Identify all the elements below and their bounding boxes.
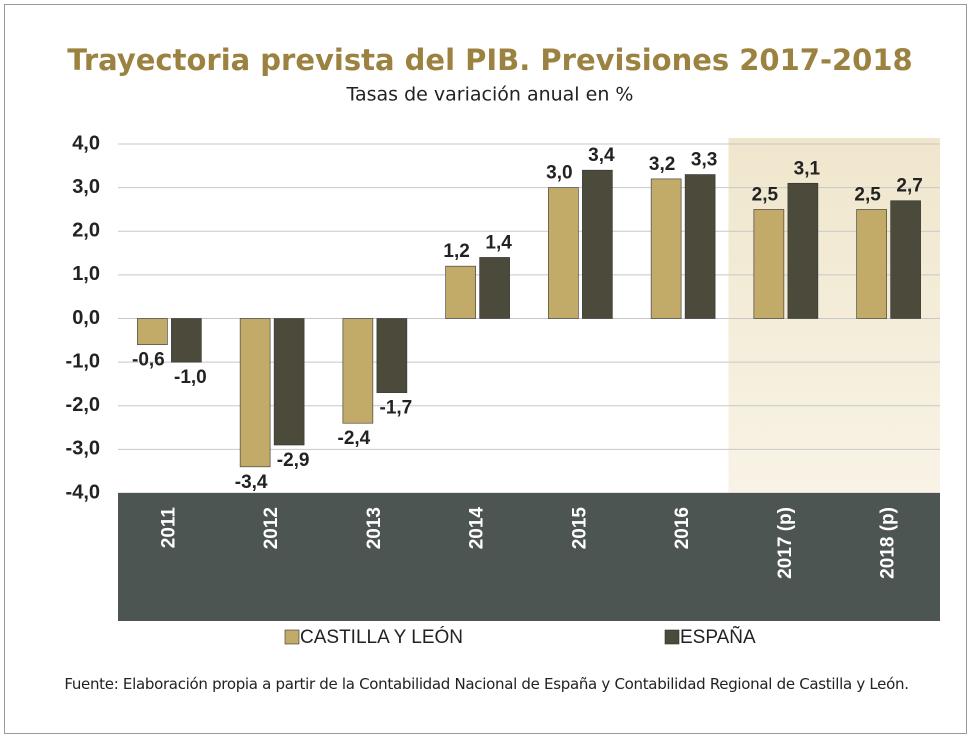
bar xyxy=(582,169,613,319)
bar xyxy=(684,174,716,319)
y-tick-label: 3,0 xyxy=(72,176,100,198)
bar xyxy=(273,318,305,446)
x-tick-label: 2012 xyxy=(261,507,282,549)
value-label: 3,2 xyxy=(649,154,675,175)
value-label: 1,4 xyxy=(485,232,512,253)
source-note: Fuente: Elaboración propia a partir de l… xyxy=(64,675,909,693)
bar xyxy=(137,318,168,345)
bar xyxy=(376,318,408,393)
y-tick-label: -1,0 xyxy=(66,350,100,372)
value-label: -0,6 xyxy=(132,350,165,371)
legend-label: ESPAÑA xyxy=(680,626,756,648)
x-tick-label: 2018 (p) xyxy=(878,507,899,579)
value-label: 2,5 xyxy=(752,184,779,205)
value-label: 1,2 xyxy=(443,241,469,262)
value-label: -3,4 xyxy=(235,472,268,493)
legend-swatch xyxy=(664,629,680,645)
value-label: 3,4 xyxy=(588,145,615,166)
bar xyxy=(890,200,921,319)
bar xyxy=(479,257,510,319)
frame xyxy=(4,4,967,734)
chart-title: Trayectoria prevista del PIB. Previsione… xyxy=(67,43,912,77)
bar xyxy=(548,187,579,319)
x-tick-label: 2014 xyxy=(467,507,488,550)
x-tick-label: 2017 (p) xyxy=(775,507,796,579)
bar xyxy=(787,182,819,319)
legend-label: CASTILLA Y LEÓN xyxy=(300,626,463,648)
y-tick-label: 1,0 xyxy=(72,263,100,285)
y-tick-label: 0,0 xyxy=(72,307,100,329)
bar xyxy=(753,209,785,319)
value-label: -1,7 xyxy=(380,398,413,419)
y-tick-label: 4,0 xyxy=(72,132,100,154)
value-label: 3,1 xyxy=(794,158,821,179)
value-label: 3,3 xyxy=(691,150,717,171)
x-tick-label: 2011 xyxy=(158,507,179,549)
bar xyxy=(171,318,202,363)
value-label: 2,5 xyxy=(854,184,881,205)
y-tick-label: -3,0 xyxy=(66,438,100,460)
bar xyxy=(856,209,887,319)
bar xyxy=(650,178,682,319)
chart-subtitle: Tasas de variación anual en % xyxy=(346,84,634,106)
x-tick-label: 2015 xyxy=(569,507,590,550)
value-label: -1,0 xyxy=(174,367,207,388)
y-tick-label: 2,0 xyxy=(72,220,100,242)
bar xyxy=(342,318,374,424)
value-label: -2,4 xyxy=(338,428,371,449)
value-label: 2,7 xyxy=(896,176,922,197)
category-strip xyxy=(118,493,940,621)
x-tick-label: 2013 xyxy=(364,507,385,549)
legend-swatch xyxy=(284,629,300,645)
bar xyxy=(239,318,271,468)
bar xyxy=(445,265,476,319)
value-label: 3,0 xyxy=(546,163,572,184)
y-tick-label: -4,0 xyxy=(66,481,100,503)
y-tick-label: -2,0 xyxy=(66,394,100,416)
value-label: -2,9 xyxy=(277,450,310,471)
x-tick-label: 2016 xyxy=(672,507,693,549)
